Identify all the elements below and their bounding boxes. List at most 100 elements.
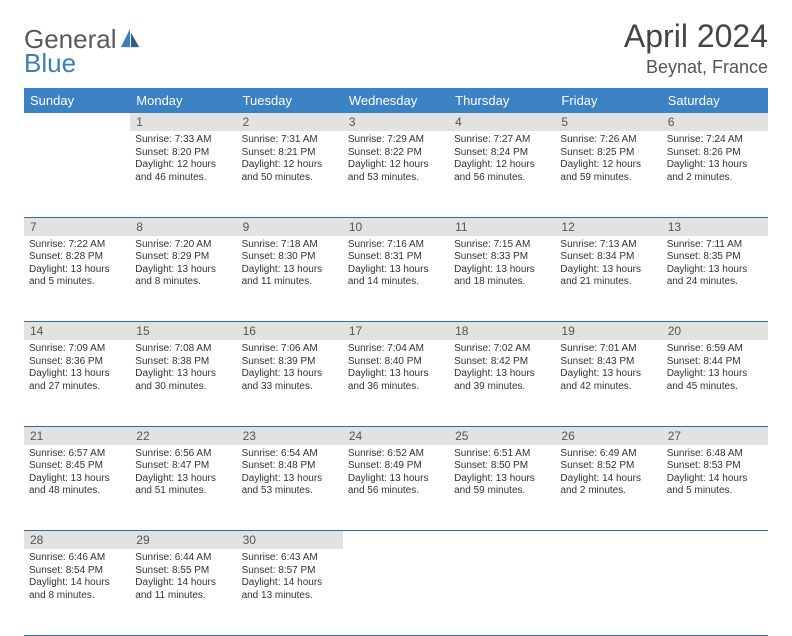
day-number: 26 [555,426,661,445]
sunset-text: Sunset: 8:29 PM [135,251,231,264]
day-number: 16 [237,322,343,341]
daylight-text: and 46 minutes. [135,172,231,185]
week-row: Sunrise: 7:09 AMSunset: 8:36 PMDaylight:… [24,340,768,426]
daylight-text: Daylight: 13 hours [667,264,763,277]
day-cell: Sunrise: 6:49 AMSunset: 8:52 PMDaylight:… [555,445,661,531]
weekday-header: Wednesday [343,88,449,113]
day-cell [24,131,130,217]
sunrise-text: Sunrise: 6:54 AM [242,448,338,461]
weekday-header: Friday [555,88,661,113]
sunset-text: Sunset: 8:45 PM [29,460,125,473]
sunrise-text: Sunrise: 7:01 AM [560,343,656,356]
sunrise-text: Sunrise: 7:11 AM [667,239,763,252]
day-number: 5 [555,113,661,131]
daylight-text: Daylight: 13 hours [135,368,231,381]
day-number: 27 [662,426,768,445]
week-row: Sunrise: 7:22 AMSunset: 8:28 PMDaylight:… [24,236,768,322]
sunrise-text: Sunrise: 7:26 AM [560,134,656,147]
day-number: 15 [130,322,236,341]
daylight-text: Daylight: 13 hours [29,368,125,381]
daylight-text: and 51 minutes. [135,485,231,498]
daylight-text: Daylight: 13 hours [29,264,125,277]
day-cell: Sunrise: 6:56 AMSunset: 8:47 PMDaylight:… [130,445,236,531]
daylight-text: Daylight: 13 hours [29,473,125,486]
daylight-text: and 11 minutes. [242,276,338,289]
daylight-text: and 11 minutes. [135,590,231,603]
day-cell: Sunrise: 6:48 AMSunset: 8:53 PMDaylight:… [662,445,768,531]
sunrise-text: Sunrise: 6:56 AM [135,448,231,461]
day-cell: Sunrise: 6:46 AMSunset: 8:54 PMDaylight:… [24,549,130,635]
daylight-text: Daylight: 13 hours [242,368,338,381]
day-number: 13 [662,217,768,236]
sunrise-text: Sunrise: 7:31 AM [242,134,338,147]
day-cell: Sunrise: 7:24 AMSunset: 8:26 PMDaylight:… [662,131,768,217]
weekday-header: Tuesday [237,88,343,113]
week-row: Sunrise: 7:33 AMSunset: 8:20 PM Daylight:… [24,131,768,217]
day-number: 8 [130,217,236,236]
daylight-text: Daylight: 13 hours [348,264,444,277]
day-number: 1 [130,113,236,131]
daylight-text: and 39 minutes. [454,381,550,394]
sunset-text: Sunset: 8:30 PM [242,251,338,264]
day-cell: Sunrise: 6:44 AMSunset: 8:55 PMDaylight:… [130,549,236,635]
sunrise-text: Sunrise: 7:09 AM [29,343,125,356]
location: Beynat, France [624,57,768,78]
day-cell: Sunrise: 7:29 AMSunset: 8:22 PMDaylight:… [343,131,449,217]
sunrise-text: Sunrise: 6:44 AM [135,552,231,565]
daylight-text: Daylight: 13 hours [348,473,444,486]
day-number: 14 [24,322,130,341]
day-number: 17 [343,322,449,341]
sunset-text: Sunset: 8:52 PM [560,460,656,473]
daylight-text: and 33 minutes. [242,381,338,394]
sunrise-text: Sunrise: 7:27 AM [454,134,550,147]
day-cell: Sunrise: 7:27 AMSunset: 8:24 PMDaylight:… [449,131,555,217]
day-number: 7 [24,217,130,236]
sunset-text: Sunset: 8:54 PM [29,565,125,578]
sunrise-text: Sunrise: 7:22 AM [29,239,125,252]
sunset-text: Sunset: 8:31 PM [348,251,444,264]
day-number: 12 [555,217,661,236]
week-row: Sunrise: 6:57 AMSunset: 8:45 PMDaylight:… [24,445,768,531]
sunrise-text: Sunrise: 7:29 AM [348,134,444,147]
day-cell: Sunrise: 7:09 AMSunset: 8:36 PMDaylight:… [24,340,130,426]
sunrise-text: Sunrise: 7:04 AM [348,343,444,356]
day-cell: Sunrise: 7:33 AMSunset: 8:20 PMDaylight:… [130,131,236,217]
month-title: April 2024 [624,18,768,55]
sunrise-text: Sunrise: 7:15 AM [454,239,550,252]
sunrise-text: Sunrise: 7:02 AM [454,343,550,356]
day-cell: Sunrise: 6:59 AMSunset: 8:44 PMDaylight:… [662,340,768,426]
sunset-text: Sunset: 8:49 PM [348,460,444,473]
day-number: 25 [449,426,555,445]
day-cell: Sunrise: 6:54 AMSunset: 8:48 PMDaylight:… [237,445,343,531]
sunset-text: Sunset: 8:40 PM [348,356,444,369]
sunrise-text: Sunrise: 6:57 AM [29,448,125,461]
daylight-text: Daylight: 13 hours [560,264,656,277]
day-number: 22 [130,426,236,445]
sunset-text: Sunset: 8:22 PM [348,147,444,160]
day-number: 18 [449,322,555,341]
day-cell: Sunrise: 6:52 AMSunset: 8:49 PMDaylight:… [343,445,449,531]
sunrise-text: Sunrise: 7:16 AM [348,239,444,252]
day-number: 2 [237,113,343,131]
daylight-text: and 45 minutes. [667,381,763,394]
sunset-text: Sunset: 8:26 PM [667,147,763,160]
day-number: 24 [343,426,449,445]
daylight-text: Daylight: 12 hours [560,159,656,172]
sunset-text: Sunset: 8:24 PM [454,147,550,160]
daylight-text: and 42 minutes. [560,381,656,394]
weekday-header: Thursday [449,88,555,113]
daylight-text: Daylight: 12 hours [454,159,550,172]
day-number: 28 [24,531,130,550]
daylight-text: Daylight: 14 hours [29,577,125,590]
day-cell [343,549,449,635]
day-cell: Sunrise: 7:11 AMSunset: 8:35 PMDaylight:… [662,236,768,322]
sunrise-text: Sunrise: 7:33 AM [135,134,231,147]
sunrise-text: Sunrise: 7:24 AM [667,134,763,147]
daylight-text: Daylight: 12 hours [242,159,338,172]
daylight-text: Daylight: 14 hours [242,577,338,590]
day-cell: Sunrise: 7:26 AMSunset: 8:25 PMDaylight:… [555,131,661,217]
day-cell: Sunrise: 7:06 AMSunset: 8:39 PMDaylight:… [237,340,343,426]
day-number: 10 [343,217,449,236]
sunset-text: Sunset: 8:20 PM [135,147,231,160]
daylight-text: and 8 minutes. [135,276,231,289]
